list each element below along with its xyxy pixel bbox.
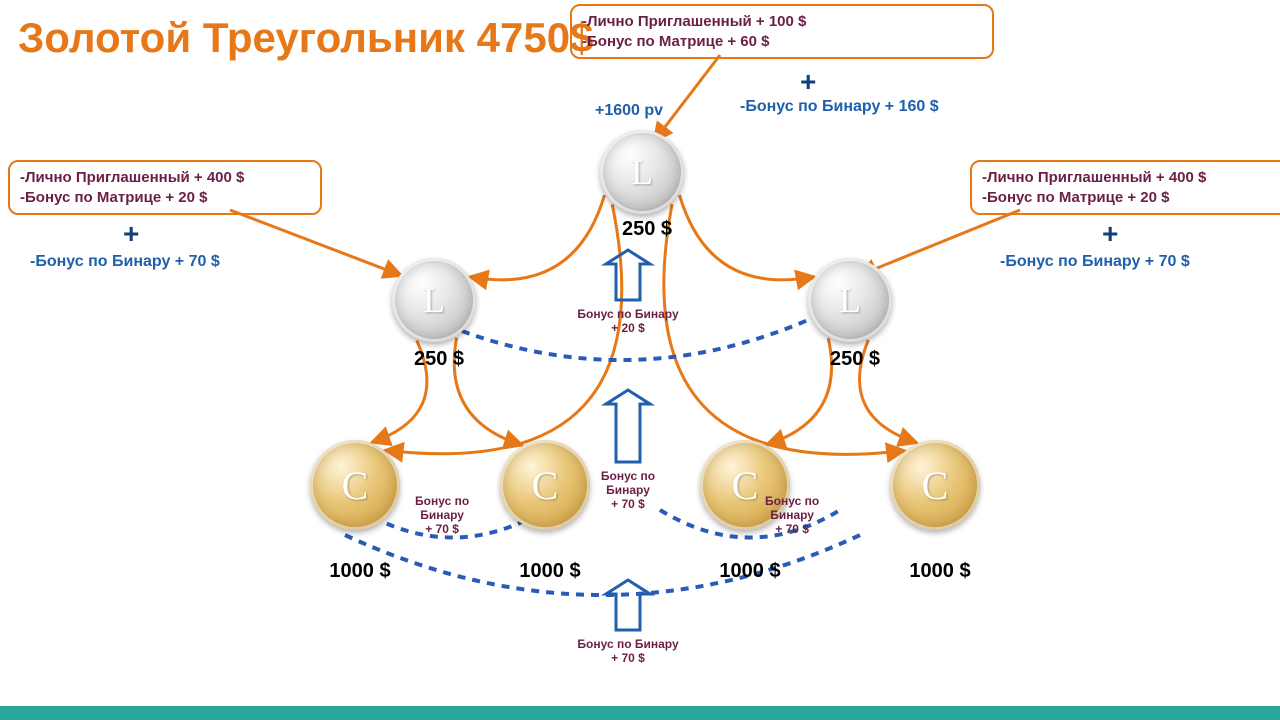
bonus-small-label: Бонус поБинару+ 70 $: [415, 495, 469, 536]
bottom-bar: [0, 706, 1280, 720]
bonus-small-label: Бонус поБинару+ 70 $: [765, 495, 819, 536]
price-midL: 250 $: [394, 348, 484, 371]
callout-right: -Лично Приглашенный + 400 $-Бонус по Мат…: [970, 160, 1280, 215]
plus-icon: +: [800, 66, 816, 98]
up-arrow-label: Бонус по Бинару+ 70 $: [573, 638, 683, 666]
price-top: 250 $: [602, 218, 692, 241]
bonus-label: +1600 pv: [595, 102, 663, 120]
coin-c1: C: [310, 440, 400, 530]
price-c4: 1000 $: [895, 560, 985, 583]
plus-icon: +: [1102, 218, 1118, 250]
coin-midL: L: [392, 258, 476, 342]
bonus-label: -Бонус по Бинару + 70 $: [30, 253, 220, 271]
coin-midR: L: [808, 258, 892, 342]
up-arrow-label: Бонус по Бинару+ 20 $: [573, 308, 683, 336]
diagram-stage: Золотой Треугольник 4750$ -Лично Приглаш…: [0, 0, 1280, 720]
price-c3: 1000 $: [705, 560, 795, 583]
coin-top: L: [600, 130, 684, 214]
up-arrow-label: Бонус поБинару+ 70 $: [573, 470, 683, 511]
callout-left: -Лично Приглашенный + 400 $-Бонус по Мат…: [8, 160, 322, 215]
bonus-label: -Бонус по Бинару + 70 $: [1000, 253, 1190, 271]
page-title: Золотой Треугольник 4750$: [18, 14, 593, 62]
plus-icon: +: [123, 218, 139, 250]
coin-c4: C: [890, 440, 980, 530]
callout-top: -Лично Приглашенный + 100 $-Бонус по Мат…: [570, 4, 994, 59]
bonus-label: -Бонус по Бинару + 160 $: [740, 98, 939, 116]
price-c2: 1000 $: [505, 560, 595, 583]
price-c1: 1000 $: [315, 560, 405, 583]
price-midR: 250 $: [810, 348, 900, 371]
